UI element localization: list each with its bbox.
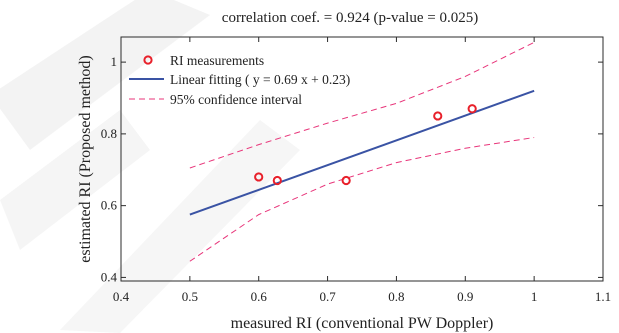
x-axis-label: measured RI (conventional PW Doppler) <box>231 315 494 332</box>
confidence-interval-lines <box>189 41 535 262</box>
y-tick-label: 0.4 <box>101 269 118 284</box>
fit-line <box>189 89 535 216</box>
plot-area <box>120 36 604 282</box>
data-point <box>433 111 443 121</box>
chart-title: correlation coef. = 0.924 (p-value = 0.0… <box>222 10 478 26</box>
x-tick-label: 0.8 <box>388 289 404 304</box>
legend: RI measurements Linear fitting ( y = 0.6… <box>129 53 350 107</box>
y-tick-label: 0.8 <box>101 126 117 141</box>
x-tick-label: 1.1 <box>595 289 611 304</box>
data-point <box>467 104 477 114</box>
y-tick-label: 0.6 <box>101 198 118 213</box>
linear-fit-line <box>189 89 535 216</box>
legend-label-ci: 95% confidence interval <box>170 92 302 107</box>
x-tick-label: 0.4 <box>113 289 130 304</box>
legend-marker-points <box>143 55 153 65</box>
legend-label-fit: Linear fitting ( y = 0.69 x + 0.23) <box>170 72 350 87</box>
y-axis: 0.4 0.6 0.8 1 <box>101 54 603 284</box>
x-tick-label: 0.9 <box>457 289 473 304</box>
data-point <box>254 172 264 182</box>
watermark <box>0 0 300 333</box>
x-axis: 0.4 0.5 0.6 0.7 0.8 0.9 1 1.1 <box>113 37 611 304</box>
x-tick-label: 1 <box>531 289 538 304</box>
legend-label-points: RI measurements <box>170 53 264 68</box>
x-tick-label: 0.6 <box>251 289 268 304</box>
data-points <box>254 104 477 186</box>
data-point <box>272 175 282 186</box>
x-tick-label: 0.5 <box>182 289 198 304</box>
y-axis-label: estimated RI (Proposed method) <box>77 55 94 263</box>
ci-lower-line <box>189 136 535 262</box>
x-tick-label: 0.7 <box>319 289 336 304</box>
ci-upper-line <box>189 41 535 169</box>
y-tick-label: 1 <box>111 54 118 69</box>
data-point <box>341 175 351 186</box>
